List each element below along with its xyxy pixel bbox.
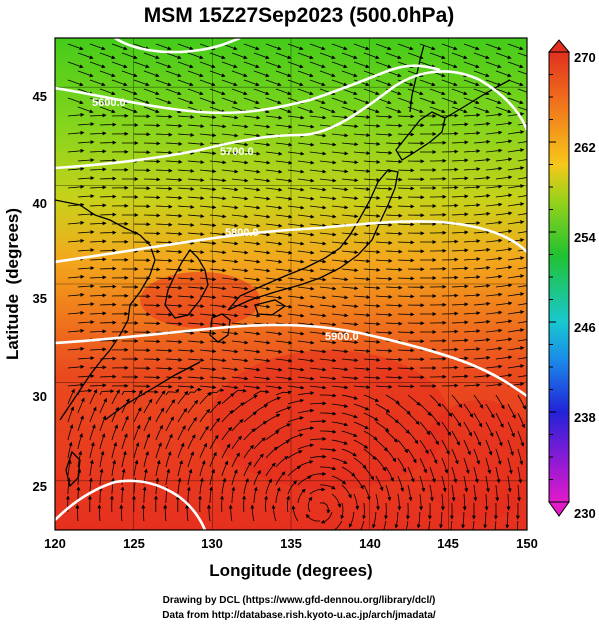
wind-streamline [398, 152, 414, 153]
wind-streamline [100, 251, 116, 252]
map-plot-area: 5600.0 5700.0 5800.0 5900.0 [55, 38, 540, 537]
wind-streamline [398, 296, 414, 297]
colorbar-tick-label: 262 [574, 140, 596, 155]
y-tick-label: 30 [33, 389, 47, 404]
wind-streamline [398, 350, 414, 351]
x-axis-ticks: 120 125 130 135 140 145 150 [44, 536, 538, 551]
wind-streamline [100, 179, 116, 180]
colorbar: 270 262 254 246 238 230 [549, 40, 596, 521]
wind-streamline [100, 359, 116, 360]
wind-streamline [100, 233, 116, 234]
wind-streamline [100, 197, 116, 198]
wind-streamline [398, 386, 414, 387]
wind-streamline [398, 368, 414, 369]
contour-label-5900: 5900.0 [325, 331, 359, 343]
x-tick-label: 120 [44, 536, 66, 551]
colorbar-tick-label: 254 [574, 230, 596, 245]
x-tick-label: 125 [123, 536, 145, 551]
credit-data: Data from http://database.rish.kyoto-u.a… [162, 610, 436, 621]
wind-streamline [100, 305, 116, 306]
wind-streamline [398, 116, 414, 117]
x-tick-label: 135 [280, 536, 302, 551]
contour-label-5800: 5800.0 [225, 227, 259, 239]
x-axis-title: Longitude (degrees) [209, 561, 372, 580]
wind-streamline [100, 269, 116, 270]
wind-streamline [398, 206, 414, 207]
contour-label-5700: 5700.0 [220, 146, 254, 158]
y-tick-label: 25 [33, 479, 47, 494]
wind-streamline [100, 125, 116, 126]
wind-streamline [100, 377, 116, 378]
y-tick-label: 40 [33, 196, 47, 211]
contour-label-5600: 5600.0 [92, 97, 126, 109]
y-axis-title: Latitude (degrees) [3, 208, 22, 360]
x-tick-label: 145 [437, 536, 459, 551]
wind-streamline [398, 260, 414, 261]
wind-streamline [398, 170, 414, 171]
wind-streamline [398, 278, 414, 279]
wind-streamline [398, 332, 414, 333]
colorbar-bottom-triangle [549, 502, 569, 516]
wind-streamline [100, 161, 116, 162]
chart-title: MSM 15Z27Sep2023 (500.0hPa) [144, 4, 455, 27]
x-tick-label: 130 [201, 536, 223, 551]
wind-streamline [398, 242, 414, 243]
colorbar-tick-label: 246 [574, 320, 596, 335]
wind-streamline [398, 224, 414, 225]
wind-streamline [100, 323, 116, 324]
y-tick-label: 45 [33, 89, 47, 104]
y-tick-label: 35 [33, 291, 47, 306]
y-axis-ticks: 25 30 35 40 45 [33, 89, 47, 494]
colorbar-top-triangle [549, 40, 569, 52]
x-tick-label: 140 [359, 536, 381, 551]
colorbar-tick-label: 270 [574, 50, 596, 65]
wind-streamline [100, 287, 116, 288]
wind-streamline [398, 314, 414, 315]
x-tick-label: 150 [516, 536, 538, 551]
colorbar-tick-label: 238 [574, 410, 596, 425]
wind-streamline [100, 215, 116, 216]
wind-streamline [100, 143, 116, 144]
wind-streamline [398, 134, 414, 135]
wind-streamline [398, 188, 414, 189]
colorbar-tick-label: 230 [574, 506, 596, 521]
credit-drawing: Drawing by DCL (https://www.gfd-dennou.o… [163, 595, 436, 606]
